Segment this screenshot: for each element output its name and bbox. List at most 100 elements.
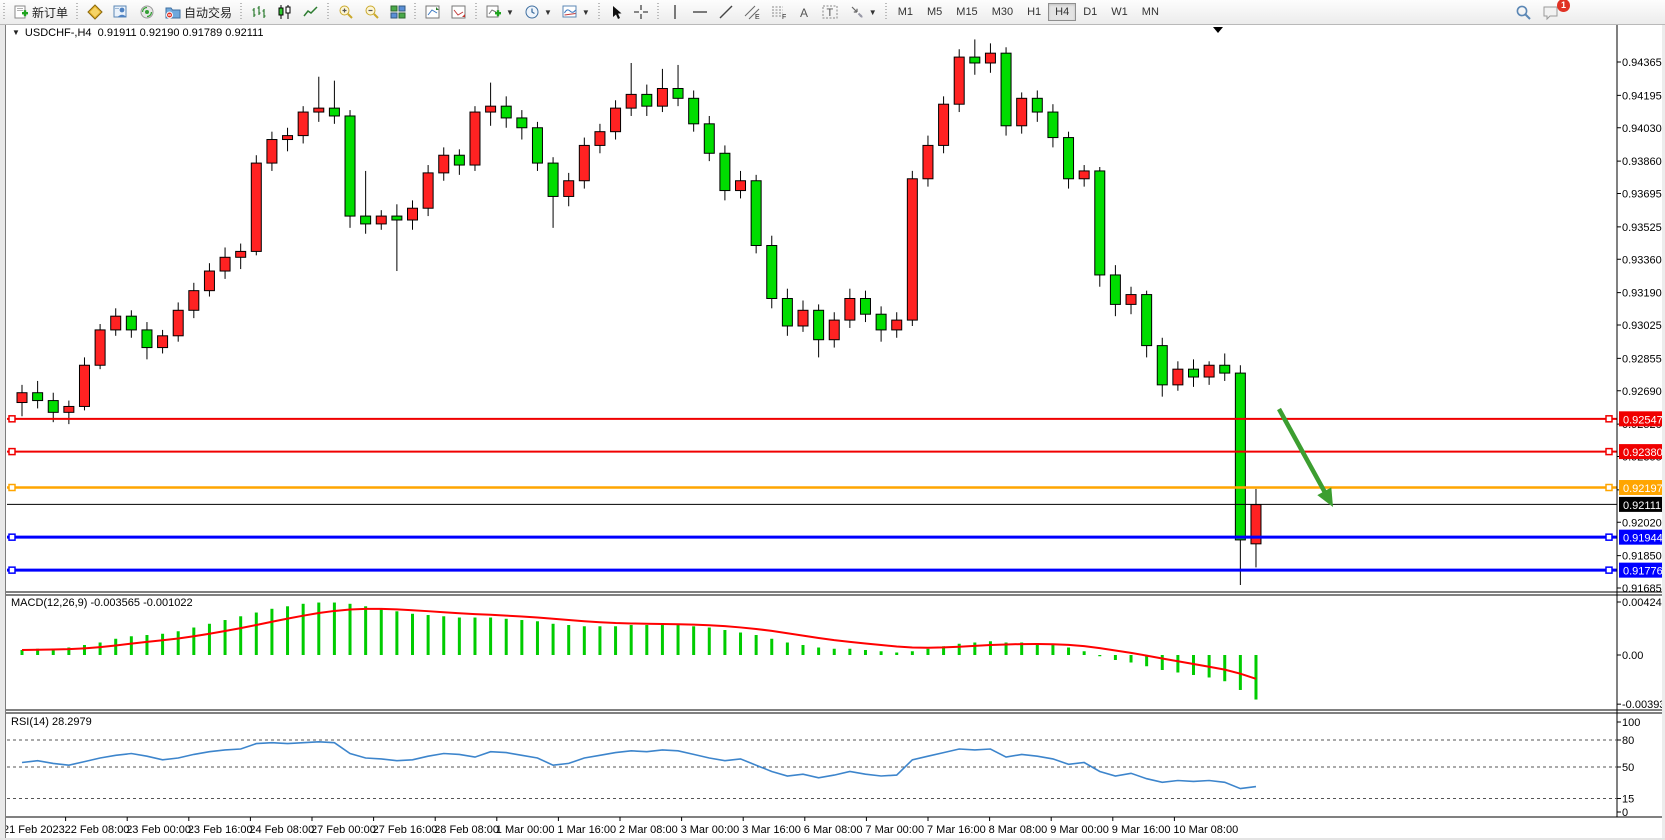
line-anchor-marker[interactable] (8, 566, 16, 574)
price-axis-tick-label: 0.92690 (1622, 386, 1662, 398)
search-button[interactable] (1511, 3, 1536, 21)
line-anchor-marker[interactable] (8, 483, 16, 492)
chat-button[interactable]: 1 (1538, 0, 1570, 21)
dropdown-caret: ▼ (543, 7, 552, 17)
arrow-objects-button[interactable]: ▼ (845, 3, 881, 21)
templates-button[interactable]: ▼ (558, 3, 594, 21)
line-anchor-marker[interactable] (1605, 447, 1613, 456)
toolbar-grip[interactable] (239, 3, 245, 21)
dropdown-caret: ▼ (506, 7, 514, 17)
price-axis-tick-label: 0.94030 (1622, 123, 1662, 135)
signal-button[interactable] (135, 3, 159, 21)
line-anchor-marker[interactable] (8, 415, 16, 423)
zoom-out-button[interactable] (360, 3, 384, 21)
toolbar-grip[interactable] (2, 3, 7, 21)
new-order-button[interactable]: 新订单 (10, 3, 72, 21)
bar-chart-button[interactable] (247, 3, 271, 21)
cursor-icon (612, 5, 622, 19)
candle-bear (859, 298, 871, 315)
toolbar-grip[interactable] (474, 3, 480, 21)
vertical-line-button[interactable] (664, 3, 686, 21)
candle-bear (1000, 52, 1012, 127)
toolbar-grip[interactable] (75, 3, 81, 21)
chart-shift-marker[interactable] (1213, 27, 1223, 33)
timeframe-m5[interactable]: M5 (927, 6, 943, 18)
candle-bull (844, 298, 856, 321)
toolbar-grip[interactable] (596, 3, 602, 21)
fibonacci-button[interactable]: F (767, 3, 792, 21)
candle-bull (563, 180, 575, 197)
candle-bull (1078, 170, 1090, 180)
timeframe-mn[interactable]: MN (1141, 6, 1159, 18)
periods-button[interactable]: ▼ (520, 3, 556, 21)
market-watch-button[interactable] (83, 3, 107, 21)
toolbar-grip[interactable] (326, 3, 332, 21)
main-toolbar: 新订单 自动交易 (0, 0, 1665, 25)
time-axis-label: 3 Mar 00:00 (681, 824, 740, 836)
candle-bear (750, 180, 762, 247)
toolbar-grip[interactable] (413, 3, 419, 21)
candle-bull (16, 392, 28, 404)
zoom-in-button[interactable] (334, 3, 358, 21)
new-chart-button[interactable]: ▼ (482, 3, 518, 21)
auto-trading-label: 自动交易 (184, 5, 233, 20)
candle-bear (516, 117, 528, 129)
trend-arrow-shaft[interactable] (1277, 407, 1331, 500)
time-axis-label: 10 Mar 08:00 (1173, 824, 1238, 836)
candle-bull (735, 180, 747, 192)
line-chart-button[interactable] (299, 3, 323, 21)
equidistant-channel-button[interactable]: E (740, 3, 765, 21)
crosshair-button[interactable] (629, 3, 653, 21)
line-anchor-marker[interactable] (1605, 533, 1613, 541)
timeframe-h4[interactable]: H4 (1048, 3, 1077, 21)
data-window-button[interactable] (109, 3, 133, 21)
time-axis-label: 8 Mar 08:00 (989, 824, 1048, 836)
candle-bull (828, 319, 840, 341)
horizontal-line-button[interactable] (688, 3, 712, 21)
price-line-label-bg (1619, 444, 1665, 460)
candle-bull (63, 405, 75, 413)
timeframe-m15[interactable]: M15 (956, 6, 978, 18)
candle-bull (953, 56, 965, 105)
text-button[interactable]: A (794, 3, 816, 21)
signal-icon (140, 5, 154, 19)
svg-text:A: A (800, 6, 808, 20)
trendline-button[interactable] (714, 3, 738, 21)
line-chart-icon (303, 6, 318, 17)
text-label-button[interactable]: T (818, 3, 843, 21)
candle-bull (469, 111, 481, 166)
candle-bear (125, 315, 137, 331)
timeframe-w1[interactable]: W1 (1111, 6, 1128, 18)
rsi-axis-label: 80 (1622, 735, 1634, 747)
fibonacci-icon: F (771, 6, 786, 20)
tile-windows-button[interactable] (386, 3, 410, 21)
timeframe-h1[interactable]: H1 (1027, 6, 1042, 18)
zoom-in-icon (339, 5, 353, 19)
cursor-button[interactable] (605, 3, 627, 21)
auto-trading-button[interactable]: 自动交易 (161, 3, 236, 21)
line-anchor-marker[interactable] (8, 533, 16, 541)
toolbar-grip[interactable] (655, 3, 661, 21)
macd-axis-label: 0.004243 (1622, 597, 1665, 609)
timeframe-m1[interactable]: M1 (897, 6, 913, 18)
arrange-chart-b-button[interactable] (447, 3, 471, 21)
periods-clock-icon (525, 5, 539, 19)
time-axis-label: 1 Mar 16:00 (557, 824, 616, 836)
time-axis-label: 21 Feb 2023 (3, 824, 65, 836)
timeframe-d1[interactable]: D1 (1083, 6, 1098, 18)
candle-bear (531, 127, 543, 164)
toolbar-grip[interactable] (883, 3, 889, 21)
line-anchor-marker[interactable] (1605, 566, 1613, 574)
candle-bull (906, 178, 918, 321)
line-anchor-marker[interactable] (1605, 483, 1613, 492)
line-anchor-marker[interactable] (1605, 415, 1613, 423)
candle-bear (1234, 372, 1246, 541)
trend-arrow-head[interactable] (1317, 487, 1333, 507)
rsi-axis-label: 0 (1622, 807, 1628, 819)
timeframe-m30[interactable]: M30 (991, 6, 1014, 18)
arrange-chart-a-button[interactable] (421, 3, 445, 21)
time-axis-label: 27 Feb 00:00 (311, 824, 376, 836)
line-anchor-marker[interactable] (8, 447, 16, 456)
candle-chart-button[interactable] (273, 3, 297, 21)
